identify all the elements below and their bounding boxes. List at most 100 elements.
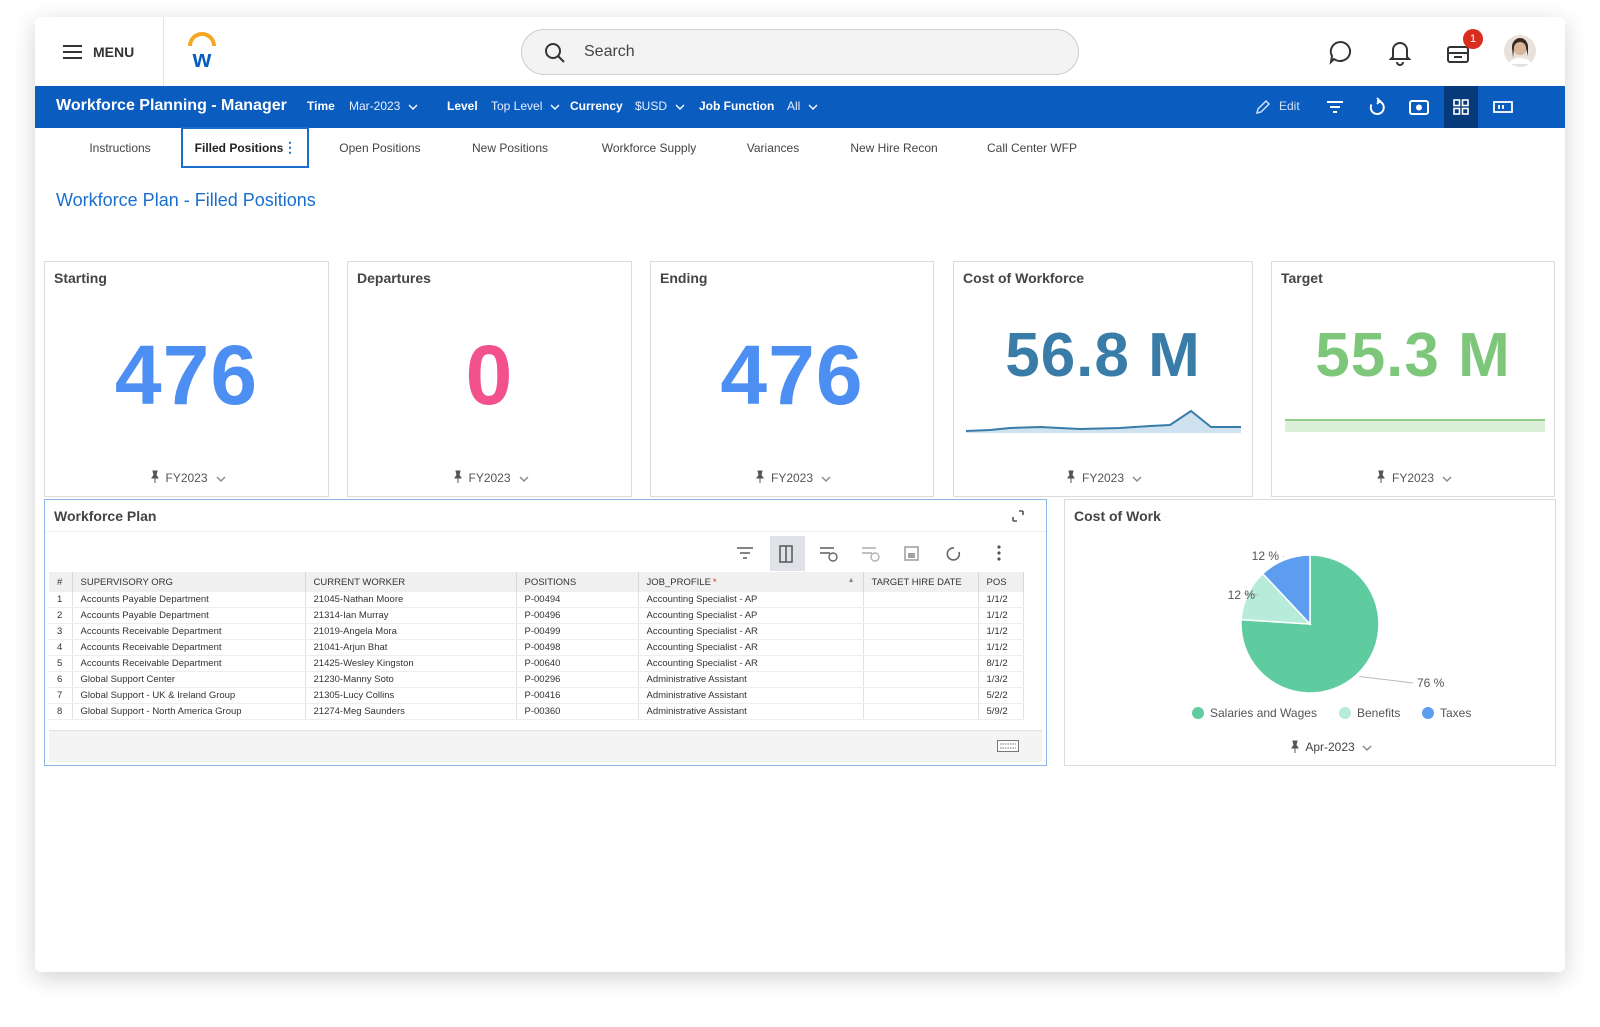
grid-cell[interactable] — [863, 623, 979, 640]
grid-cell[interactable]: 7 — [49, 687, 73, 704]
filter-value[interactable]: $USD — [635, 99, 668, 113]
grid-cell[interactable] — [863, 655, 979, 672]
column-header[interactable]: CURRENT WORKER — [305, 572, 517, 592]
grid-cell[interactable]: Global Support Center — [72, 671, 306, 688]
grid-cell[interactable]: Accounts Receivable Department — [72, 655, 306, 672]
grid-row[interactable]: 3 Accounts Receivable Department 21019-Ang… — [49, 623, 1024, 640]
grid-row[interactable]: 1 Accounts Payable Department 21045-Nathan… — [49, 592, 1024, 608]
expand-icon[interactable] — [1011, 509, 1025, 523]
presentation-icon[interactable] — [1492, 99, 1514, 115]
legend-label[interactable]: Salaries and Wages — [1210, 706, 1317, 720]
grid-cell[interactable]: Accounts Receivable Department — [72, 639, 306, 656]
grid-cell[interactable]: 5 — [49, 655, 73, 672]
grid-row[interactable]: 2 Accounts Payable Department 21314-Ian Mu… — [49, 607, 1024, 624]
grid-cell[interactable] — [863, 687, 979, 704]
grid-cell[interactable]: Accounts Receivable Department — [72, 623, 306, 640]
grid-cell[interactable]: 1/1/2 — [978, 639, 1024, 656]
column-header[interactable]: SUPERVISORY ORG — [72, 572, 306, 592]
add-row-button[interactable] — [820, 547, 838, 562]
kpi-period[interactable]: FY2023 — [165, 471, 208, 485]
grid-cell[interactable]: Accounting Specialist - AR — [638, 655, 864, 672]
tab[interactable]: Open Positions — [316, 128, 444, 168]
avatar[interactable] — [1503, 34, 1537, 68]
grid-row[interactable]: 8 Global Support - North America Group 212… — [49, 703, 1024, 720]
reset-button[interactable] — [946, 547, 961, 561]
menu-button[interactable]: MENU — [63, 41, 173, 63]
grid-cell[interactable]: Accounting Specialist - AP — [638, 592, 864, 608]
grid-cell[interactable]: 21305-Lucy Collins — [305, 687, 517, 704]
period-selector[interactable]: Apr-2023 — [1255, 739, 1405, 757]
grid-cell[interactable]: 5/2/2 — [978, 687, 1024, 704]
refresh-icon[interactable] — [1367, 97, 1387, 117]
filter-button[interactable] — [737, 547, 753, 559]
chat-icon[interactable] — [1328, 39, 1354, 65]
grid-cell[interactable]: 3 — [49, 623, 73, 640]
column-header[interactable]: # — [49, 572, 73, 592]
grid-cell[interactable]: Administrative Assistant — [638, 671, 864, 688]
grid-cell[interactable]: Accounting Specialist - AP — [638, 607, 864, 624]
column-header[interactable]: TARGET HIRE DATE — [863, 572, 979, 592]
grid-cell[interactable]: Accounts Payable Department — [72, 592, 306, 608]
grid-cell[interactable]: P-00496 — [516, 607, 639, 624]
grid-cell[interactable]: Administrative Assistant — [638, 703, 864, 720]
grid-cell[interactable]: P-00360 — [516, 703, 639, 720]
save-button[interactable] — [904, 546, 919, 561]
grid-cell[interactable] — [863, 607, 979, 624]
grid-cell[interactable] — [863, 703, 979, 720]
grid-cell[interactable]: 21045-Nathan Moore — [305, 592, 517, 608]
grid-cell[interactable]: 21041-Arjun Bhat — [305, 639, 517, 656]
grid-cell[interactable]: 4 — [49, 639, 73, 656]
tab-active[interactable]: Filled Positions ⋮ — [181, 127, 309, 168]
grid-cell[interactable]: P-00640 — [516, 655, 639, 672]
grid-cell[interactable]: P-00499 — [516, 623, 639, 640]
filter-value[interactable]: All — [787, 99, 801, 113]
inbox-icon[interactable] — [1445, 41, 1473, 65]
more-button[interactable] — [997, 545, 1001, 561]
columns-button[interactable] — [770, 536, 805, 571]
tab[interactable]: Instructions — [56, 128, 184, 168]
legend-swatch[interactable] — [1192, 707, 1204, 719]
grid-cell[interactable]: 5/9/2 — [978, 703, 1024, 720]
camera-icon[interactable] — [1408, 97, 1430, 117]
column-header[interactable]: POSITIONS — [516, 572, 639, 592]
grid-cell[interactable]: 21314-Ian Murray — [305, 607, 517, 624]
kpi-period[interactable]: FY2023 — [468, 471, 511, 485]
grid-cell[interactable]: 21274-Meg Saunders — [305, 703, 517, 720]
grid-cell[interactable]: 1 — [49, 592, 73, 608]
notifications-icon[interactable] — [1387, 38, 1413, 66]
remove-row-button[interactable] — [862, 547, 880, 562]
legend-swatch[interactable] — [1339, 707, 1351, 719]
column-header[interactable]: JOB_PROFILE * ▲ — [638, 572, 864, 592]
kpi-period[interactable]: FY2023 — [1391, 471, 1435, 485]
grid-cell[interactable]: 1/3/2 — [978, 671, 1024, 688]
grid-cell[interactable]: Global Support - North America Group — [72, 703, 306, 720]
kpi-period[interactable]: FY2023 — [1081, 471, 1125, 485]
kpi-period[interactable]: FY2023 — [770, 471, 814, 485]
grid-cell[interactable]: 1/1/2 — [978, 607, 1024, 624]
grid-cell[interactable]: Administrative Assistant — [638, 687, 864, 704]
grid-cell[interactable] — [863, 639, 979, 656]
grid-cell[interactable]: Accounts Payable Department — [72, 607, 306, 624]
edit-button[interactable]: Edit — [1279, 99, 1300, 113]
grid-row[interactable]: 4 Accounts Receivable Department 21041-Arj… — [49, 639, 1024, 656]
grid-cell[interactable]: 1/1/2 — [978, 623, 1024, 640]
grid-cell[interactable]: Global Support - UK & Ireland Group — [72, 687, 306, 704]
filter-value[interactable]: Top Level — [491, 99, 543, 113]
legend-label[interactable]: Benefits — [1357, 706, 1400, 720]
grid-cell[interactable]: P-00498 — [516, 639, 639, 656]
legend-swatch[interactable] — [1422, 707, 1434, 719]
filter-value[interactable]: Mar-2023 — [349, 99, 401, 113]
grid-cell[interactable]: Accounting Specialist - AR — [638, 639, 864, 656]
grid-cell[interactable]: 8/1/2 — [978, 655, 1024, 672]
grid-cell[interactable]: 21019-Angela Mora — [305, 623, 517, 640]
grid-cell[interactable]: 21230-Manny Soto — [305, 671, 517, 688]
pie-slice[interactable] — [1261, 554, 1311, 626]
tab[interactable]: Workforce Supply — [585, 128, 713, 168]
grid-cell[interactable]: 8 — [49, 703, 73, 720]
grid-cell[interactable]: P-00416 — [516, 687, 639, 704]
grid-view-button[interactable] — [1444, 86, 1478, 128]
sort-icon[interactable]: ▲ — [847, 576, 855, 584]
legend-label[interactable]: Taxes — [1440, 706, 1471, 720]
tab[interactable]: Call Center WFP — [968, 128, 1096, 168]
grid-cell[interactable]: P-00494 — [516, 592, 639, 608]
